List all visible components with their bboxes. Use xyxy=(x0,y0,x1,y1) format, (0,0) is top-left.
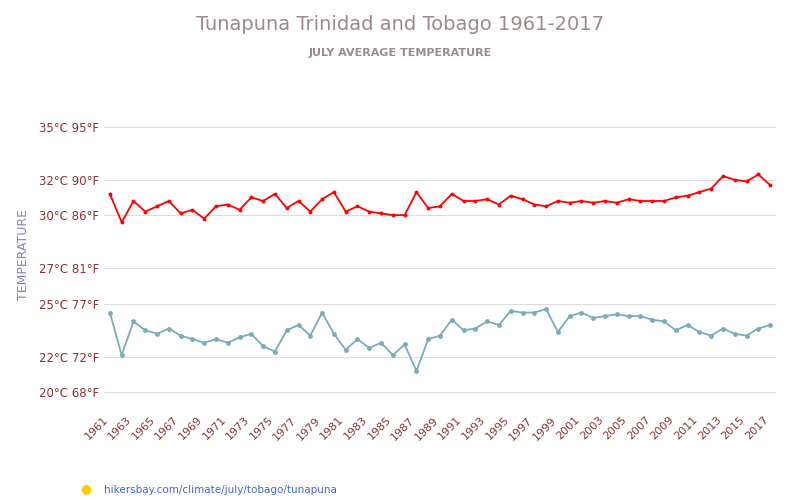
Text: ●: ● xyxy=(80,482,91,495)
Text: hikersbay.com/climate/july/tobago/tunapuna: hikersbay.com/climate/july/tobago/tunapu… xyxy=(104,485,337,495)
Text: JULY AVERAGE TEMPERATURE: JULY AVERAGE TEMPERATURE xyxy=(308,48,492,58)
Text: Tunapuna Trinidad and Tobago 1961-2017: Tunapuna Trinidad and Tobago 1961-2017 xyxy=(196,15,604,34)
Y-axis label: TEMPERATURE: TEMPERATURE xyxy=(18,210,30,300)
